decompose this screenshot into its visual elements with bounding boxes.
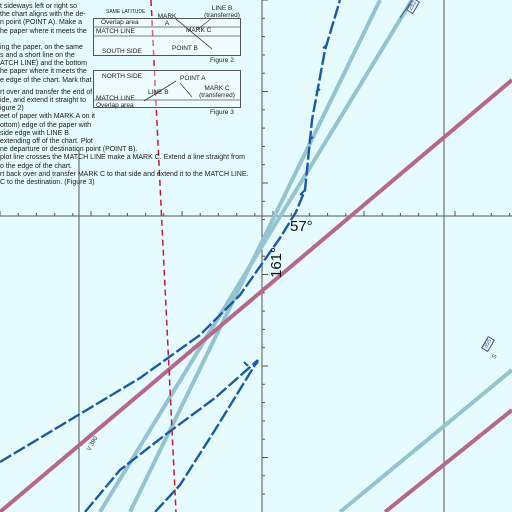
figure-2-match-line: MATCH LINE bbox=[96, 28, 135, 35]
instruction-line: ide, and extend it straight to bbox=[0, 97, 86, 105]
instruction-line: igure 2) bbox=[0, 105, 24, 113]
figure-3-mark-c: MARK C (transferred) bbox=[199, 85, 235, 99]
course-label-57: 57° bbox=[290, 218, 313, 235]
figure-2-line-b-stroke bbox=[175, 19, 213, 50]
instruction-line: he paper where it meets the bbox=[0, 68, 87, 76]
figure-3-diagram: NORTH SIDE POINT A MARK C (transferred) … bbox=[93, 70, 241, 109]
instruction-line: ing the paper, on the same bbox=[0, 43, 83, 51]
figure-2-point-b: POINT B bbox=[172, 45, 198, 52]
figure-2-top-label: SAME LATITUDE bbox=[106, 9, 146, 15]
boundary-tick bbox=[243, 361, 249, 367]
instruction-line: rt back over and transfer MARK C to that… bbox=[0, 170, 249, 178]
instruction-line: e edge of the chart. Mark that bbox=[0, 76, 92, 84]
instruction-line: t sideways left or right so bbox=[0, 3, 78, 10]
figure-3-caption: Figure 3 bbox=[210, 109, 234, 116]
instruction-line: ottom) edge of the paper with bbox=[0, 121, 92, 129]
figure-3-overlap-area: Overlap area bbox=[96, 102, 134, 109]
instruction-line: he paper where it meets the bbox=[0, 27, 87, 35]
boundary-line-upper bbox=[0, 0, 342, 464]
figure-3-line-b-stroke bbox=[143, 80, 177, 102]
instruction-line: o the edge of the chart. bbox=[0, 162, 72, 170]
instruction-line: ATCH LINE) and the bottom bbox=[0, 60, 88, 68]
instruction-line: the chart aligns with the de- bbox=[0, 11, 86, 19]
instruction-line: ne departure or destination point (POINT… bbox=[0, 146, 138, 154]
red-dashed-line bbox=[150, 0, 177, 512]
airway-blue-2 bbox=[128, 0, 382, 512]
boundary-line-lower-2 bbox=[154, 359, 260, 512]
boundary-dashed-lines bbox=[0, 0, 342, 512]
figure-2-lines bbox=[94, 19, 240, 50]
boundary-tick bbox=[299, 189, 306, 196]
figure-3-north-side: NORTH SIDE bbox=[102, 73, 142, 80]
airway-red-1 bbox=[0, 78, 512, 512]
boundary-tick bbox=[315, 88, 321, 93]
instruction-line: s and a short line on the bbox=[0, 52, 75, 60]
instruction-line: eet of paper with MARK A on it bbox=[0, 113, 95, 121]
figure-3-point-a: POINT A bbox=[180, 75, 206, 82]
instruction-line: extending off of the chart. Plot bbox=[0, 138, 93, 146]
boundary-ticks bbox=[243, 44, 328, 367]
boundary-tick bbox=[322, 44, 328, 49]
boundary-line-lower bbox=[84, 359, 259, 512]
figure-3-leader bbox=[179, 82, 193, 98]
figure-2-south-side: SOUTH SIDE bbox=[102, 48, 142, 55]
boundary-tick bbox=[253, 361, 259, 367]
instruction-line: plot line crosses the MATCH LINE make a … bbox=[0, 154, 245, 162]
instruction-line: rt over and transfer the end of bbox=[0, 88, 93, 96]
instruction-line: C to the destination. (Figure 3) bbox=[0, 179, 95, 187]
figure-3-match-line: MATCH LINE bbox=[96, 95, 135, 102]
course-label-161: 161° bbox=[268, 246, 285, 278]
figure-2-caption: Figure 2 bbox=[210, 57, 234, 64]
boundary-tick bbox=[308, 136, 314, 141]
figure-2-overlap-area: Overlap area bbox=[101, 19, 139, 26]
figure-2-diagram: SAME LATITUDE Overlap area MARK A LINE B… bbox=[93, 5, 241, 56]
graticule-ticks bbox=[0, 0, 511, 495]
airway-blue-3 bbox=[338, 368, 512, 512]
airway-red-lines bbox=[0, 78, 512, 512]
airway-red-2 bbox=[383, 408, 512, 512]
figure-3-lines bbox=[94, 80, 240, 102]
figure-2-mark-c: MARK C bbox=[186, 27, 212, 34]
figure-2-line-b: LINE B (transferred) bbox=[204, 5, 240, 19]
airway-blue-lines bbox=[98, 0, 512, 512]
figure-2-leader bbox=[197, 19, 212, 30]
instruction-line: side edge with LINE B bbox=[0, 129, 69, 137]
instructions-text: t sideways left or right so the chart al… bbox=[0, 3, 248, 187]
instruction-line: n point (POINT A). Make a bbox=[0, 19, 82, 27]
figure-2-mark-a: MARK A bbox=[157, 13, 177, 27]
